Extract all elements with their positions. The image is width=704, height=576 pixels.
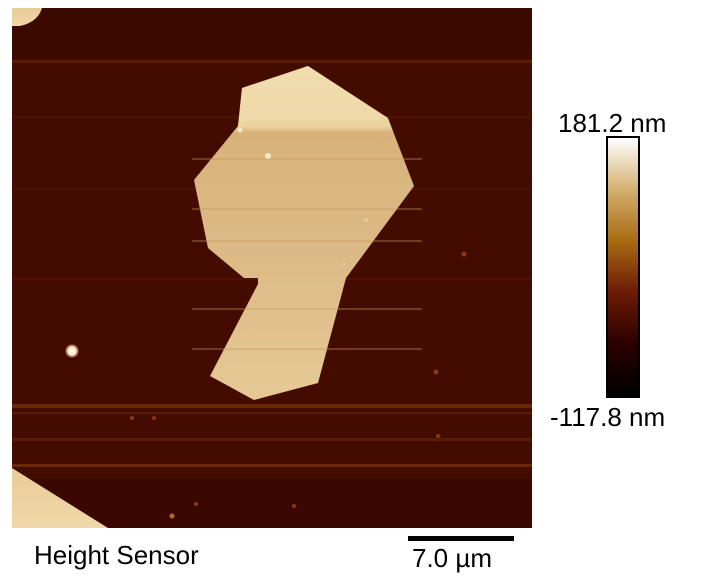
image-caption: Height Sensor xyxy=(34,540,199,570)
flake-main xyxy=(194,66,414,400)
flake-stripes xyxy=(192,158,422,350)
particle xyxy=(65,344,79,358)
colorbar-min-label: -117.8 nm xyxy=(550,402,666,432)
scan-lines xyxy=(12,8,532,528)
particle xyxy=(194,502,198,506)
particle xyxy=(433,369,439,375)
particle xyxy=(130,416,134,420)
colorbar xyxy=(606,136,640,398)
particle xyxy=(436,434,440,438)
particle xyxy=(152,416,156,420)
scale-bar-label: 7.0 µm xyxy=(412,543,493,573)
particle xyxy=(364,218,368,222)
flake-corner-bottom xyxy=(12,468,108,528)
particle xyxy=(265,153,271,159)
flake-corner-top xyxy=(12,8,42,26)
particle xyxy=(237,127,243,133)
particle xyxy=(342,262,346,266)
afm-height-image xyxy=(12,8,532,528)
particle xyxy=(292,504,296,508)
particle xyxy=(461,251,467,257)
colorbar-max-label: 181.2 nm xyxy=(558,108,667,138)
particle xyxy=(169,513,175,519)
scale-bar xyxy=(408,536,514,541)
